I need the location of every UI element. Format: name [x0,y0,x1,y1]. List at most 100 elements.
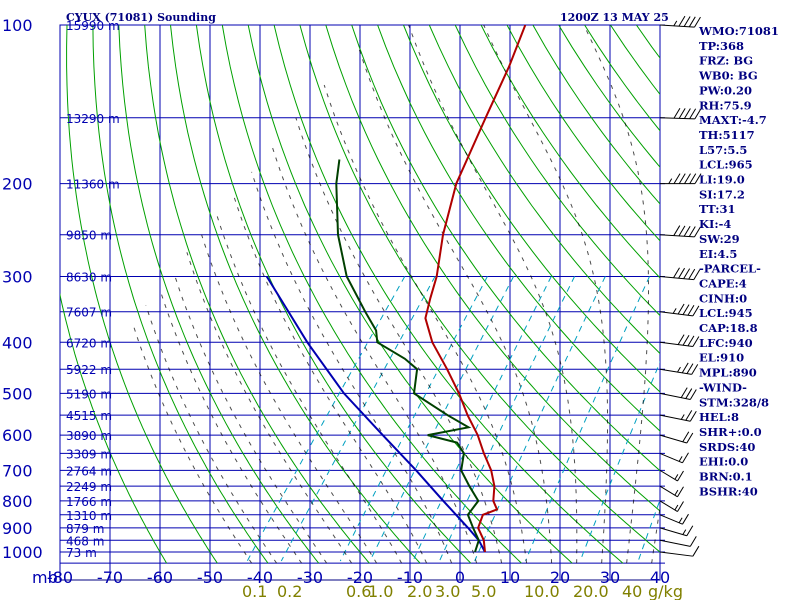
index-value: RH:75.9 [699,98,752,112]
barb-flag [687,335,695,347]
barb-staff [659,514,683,525]
mixing-ratio-label: 0.2 [277,582,302,600]
barb-staff [659,414,691,422]
barb-flag [678,173,686,184]
wind-barb [659,500,684,512]
index-value: -PARCEL- [699,262,761,276]
barb-staff [659,539,691,547]
pressure-tick-label: 800 [2,492,33,511]
sounding-curves [60,25,800,564]
barb-half-flag [674,489,679,496]
temperature-tick-label: 40 [650,568,670,587]
height-label: 15990 m [66,19,120,33]
barb-staff [659,275,694,281]
wind-barb [659,303,700,317]
wind-barb [659,469,684,482]
barb-flag [678,225,686,237]
dry-adiabat [273,25,624,564]
dry-adiabat [299,25,660,553]
barb-flag [687,305,695,316]
temperature-tick-label: -40 [247,568,273,587]
index-value: EI:4.5 [699,247,737,261]
wind-barb [659,15,701,28]
wind-barb [659,387,697,400]
mixing-ratio-label: 0.6 [346,582,371,600]
mixing-ratio-line [525,276,650,562]
barb-half-flag [672,308,677,314]
wind-barb [659,545,700,557]
barb-half-flag [674,474,679,480]
index-value: SI:17.2 [699,187,745,201]
mixing-ratio-line [474,276,606,562]
dry-adiabat [792,25,800,563]
temperature-tick-label: 20 [550,568,570,587]
index-value: HEL:8 [699,410,739,424]
barb-staff [659,434,687,444]
mixing-ratio-label: g/kg [648,582,683,600]
barb-staff [659,392,691,400]
index-value: PW:0.20 [699,83,752,97]
barb-flag [677,470,684,482]
wind-barb [659,362,699,375]
barb-flag [683,268,691,279]
barb-flag [680,387,688,398]
barb-flag [682,431,690,443]
barb-flag [689,411,697,422]
moist-adiabat [295,117,503,564]
index-value: SRDS:40 [699,440,755,454]
index-value: -WIND- [699,380,747,394]
dry-adiabat [144,25,370,564]
height-label: 9850 m [66,229,112,243]
grid-lines [59,24,665,581]
temperature-tick-label: -50 [197,568,223,587]
barb-flag [673,225,681,236]
height-label: 2249 m [66,480,112,494]
pressure-tick-label: 300 [2,267,33,286]
dry-adiabat [766,25,800,563]
height-label: 5922 m [66,363,112,377]
barb-flag [686,525,694,537]
wind-barb [659,431,694,444]
mixing-ratio-line [246,276,406,562]
moist-adiabat [216,215,403,564]
height-label: 2764 m [66,464,112,478]
dewpoint-trace [335,159,480,553]
mixing-ratio-label: 40 [622,582,642,600]
barb-flag [677,501,684,512]
index-value: BSHR:40 [699,484,758,498]
barb-flag [673,173,681,184]
mixing-ratio-label: 0.1 [242,582,267,600]
background-curves [60,25,800,564]
index-value: MPL:890 [699,366,757,380]
index-value: EL:910 [699,351,744,365]
dry-adiabat [403,25,660,393]
barb-flag [682,304,690,315]
index-value: L57:5.5 [699,143,747,157]
barb-flag [692,305,700,317]
height-label: 7607 m [66,306,112,320]
barb-staff [659,234,695,238]
index-value: KI:-4 [699,217,731,231]
wind-barb [659,334,700,347]
dry-adiabat [221,25,522,564]
dry-adiabat [92,25,269,564]
chart-title: CYUX (71081) Sounding [66,11,216,24]
temperature-tick-label: -10 [397,568,423,587]
dry-adiabat [377,25,660,432]
height-label: 13290 m [66,112,120,126]
barb-flag [683,16,691,27]
dry-adiabat [506,25,660,242]
dry-adiabat [195,25,472,564]
height-label: 5190 m [66,387,112,401]
moist-adiabat [201,234,378,564]
mixing-ratio-label: 1.0 [368,582,393,600]
moist-adiabat [357,46,553,564]
index-value: BRN:0.1 [699,470,753,484]
barb-flag [673,267,680,278]
barb-flag [683,108,691,119]
mixing-ratio-line [412,276,552,562]
dry-adiabat [428,25,660,355]
wind-barbs [659,15,702,557]
